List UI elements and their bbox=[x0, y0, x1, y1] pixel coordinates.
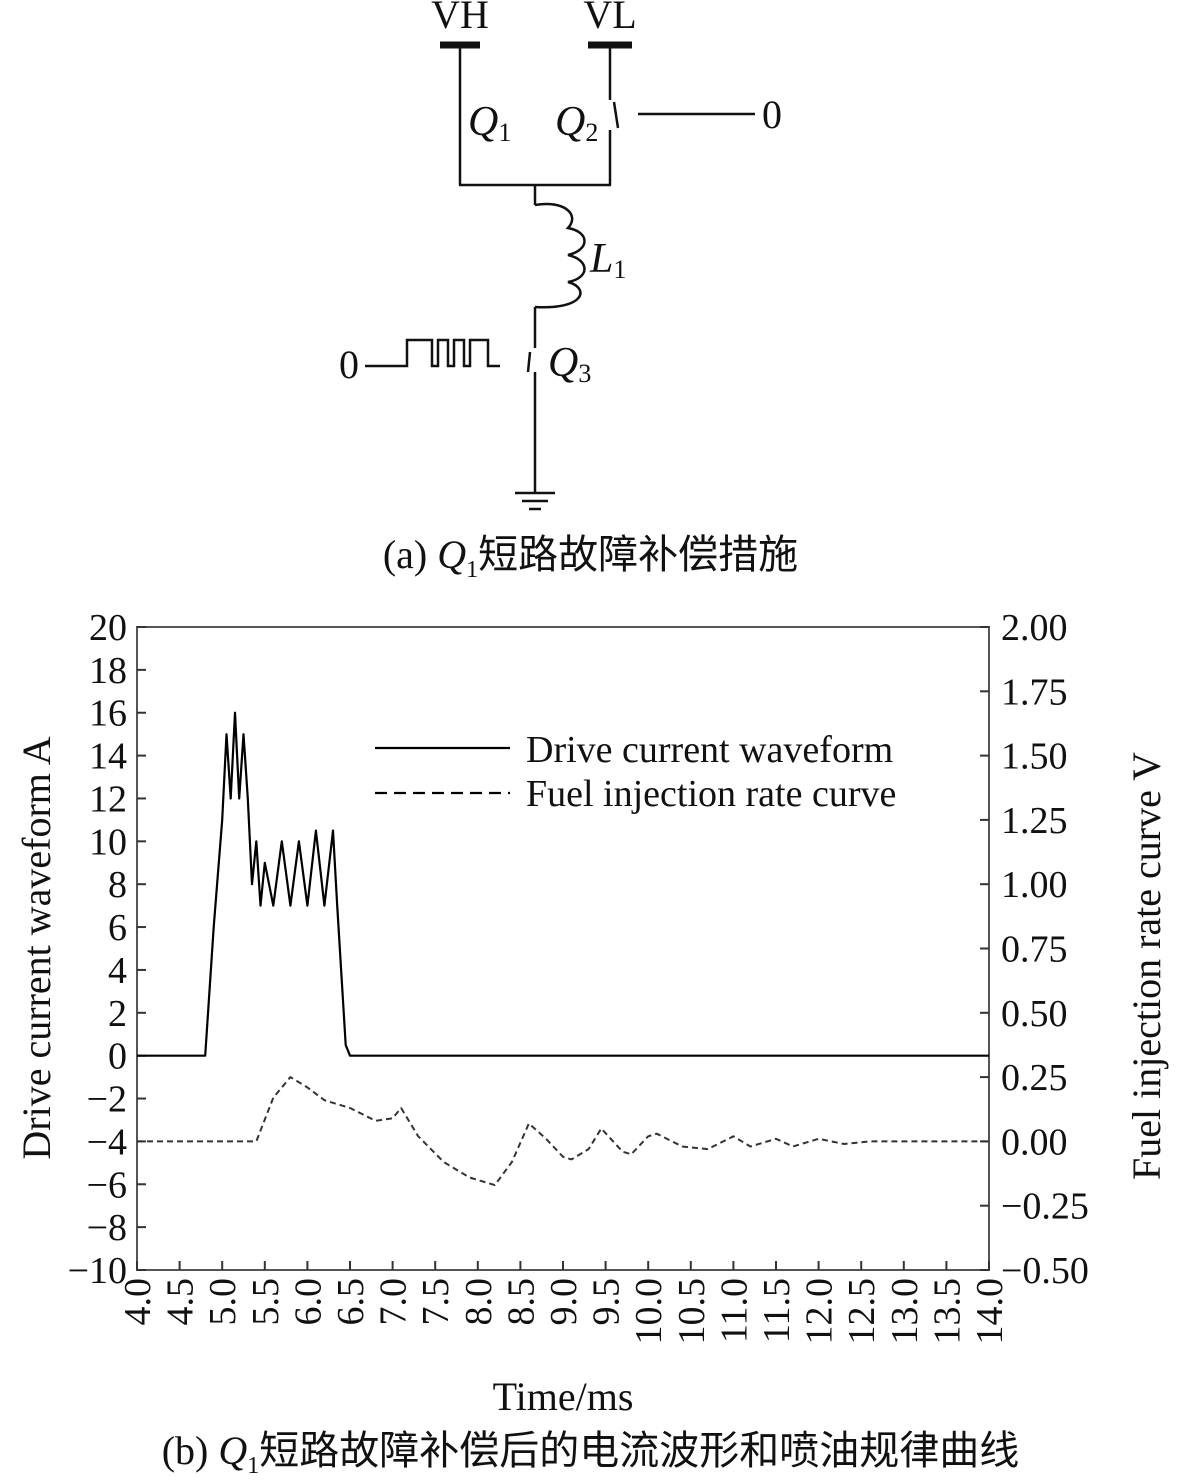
caption-b: (b) Q1短路故障补偿后的电流波形和喷油规律曲线 bbox=[0, 1418, 1181, 1480]
y2-tick-label: 0.50 bbox=[1001, 993, 1068, 1035]
y-tick-label: 14 bbox=[89, 736, 127, 778]
y2-tick-label: 0.00 bbox=[1001, 1121, 1068, 1163]
x-tick-label: 4.0 bbox=[117, 1278, 159, 1326]
x-tick-label: 11.0 bbox=[713, 1278, 755, 1343]
y2-tick-label: 1.75 bbox=[1001, 671, 1068, 713]
vh-label: VH bbox=[431, 0, 489, 37]
fuel-injection-rate-line bbox=[137, 1076, 989, 1187]
y2-tick-label: −0.25 bbox=[1001, 1186, 1089, 1228]
x-tick-label: 13.5 bbox=[926, 1278, 968, 1345]
x-tick-label: 12.0 bbox=[799, 1278, 841, 1345]
y-tick-label: 20 bbox=[89, 607, 127, 649]
q2-label: Q2 bbox=[555, 99, 598, 147]
y-tick-label: −2 bbox=[87, 1079, 127, 1121]
caption-b-symbol: Q bbox=[218, 1428, 248, 1473]
y-tick-label: 10 bbox=[89, 821, 127, 863]
x-tick-label: 8.5 bbox=[500, 1278, 542, 1326]
y2-axis-label: Fuel injection rate curve V bbox=[1124, 752, 1169, 1180]
legend-label-current: Drive current waveform bbox=[526, 729, 893, 771]
x-tick-label: 13.0 bbox=[884, 1278, 926, 1345]
plot-frame bbox=[136, 626, 990, 1271]
circuit-diagram bbox=[365, 41, 755, 511]
y2-tick-label: 0.25 bbox=[1001, 1057, 1068, 1099]
x-axis-label: Time/ms bbox=[493, 1374, 634, 1419]
x-tick-label: 6.5 bbox=[330, 1278, 372, 1326]
y-tick-label: −6 bbox=[87, 1164, 127, 1206]
y-tick-label: 6 bbox=[108, 907, 127, 949]
y2-tick-label: 1.25 bbox=[1001, 800, 1068, 842]
x-tick-label: 4.5 bbox=[160, 1278, 202, 1326]
legend-label-injection: Fuel injection rate curve bbox=[526, 773, 896, 815]
y2-tick-label: 2.00 bbox=[1001, 607, 1068, 649]
x-tick-label: 6.0 bbox=[287, 1278, 329, 1326]
caption-a-text: 短路故障补偿措施 bbox=[478, 532, 799, 577]
q1-label: Q1 bbox=[468, 99, 511, 147]
x-tick-label: 7.0 bbox=[373, 1278, 415, 1326]
caption-a-prefix: (a) bbox=[382, 532, 438, 577]
y-tick-label: −10 bbox=[68, 1250, 127, 1292]
y-tick-label: 0 bbox=[108, 1036, 127, 1078]
y-tick-label: 16 bbox=[89, 693, 127, 735]
caption-b-prefix: (b) bbox=[161, 1428, 219, 1473]
y-axis-label: Drive current waveform A bbox=[14, 736, 59, 1159]
x-tick-label: 11.5 bbox=[756, 1278, 798, 1343]
vl-label: VL bbox=[583, 0, 636, 37]
q2-switch-contact bbox=[612, 101, 620, 129]
caption-b-text: 短路故障补偿后的电流波形和喷油规律曲线 bbox=[259, 1428, 1020, 1473]
y2-tick-label: 1.50 bbox=[1001, 736, 1068, 778]
q3-switch-contact bbox=[526, 351, 532, 373]
y2-tick-label: 1.00 bbox=[1001, 864, 1068, 906]
pwm-pulse-train bbox=[365, 338, 500, 368]
y-tick-label: 8 bbox=[108, 864, 127, 906]
y2-tick-label: 0.75 bbox=[1001, 929, 1068, 971]
x-tick-label: 12.5 bbox=[841, 1278, 883, 1345]
x-tick-label: 5.0 bbox=[202, 1278, 244, 1326]
y-tick-label: −8 bbox=[87, 1207, 127, 1249]
x-tick-label: 8.0 bbox=[458, 1278, 500, 1326]
x-tick-label: 5.5 bbox=[245, 1278, 287, 1326]
y-tick-label: 12 bbox=[89, 778, 127, 820]
q3-gate-zero-label: 0 bbox=[339, 342, 359, 387]
caption-a: (a) Q1短路故障补偿措施 bbox=[0, 522, 1181, 584]
x-tick-label: 10.5 bbox=[671, 1278, 713, 1345]
q2-gate-zero-label: 0 bbox=[762, 92, 782, 137]
legend: Drive current waveform Fuel injection ra… bbox=[375, 729, 896, 815]
caption-a-symbol: Q bbox=[437, 532, 467, 577]
y-tick-label: 4 bbox=[108, 950, 127, 992]
inductor-coil bbox=[534, 202, 586, 309]
q3-label: Q3 bbox=[548, 340, 591, 388]
l1-label: L1 bbox=[589, 236, 626, 284]
x-tick-label: 14.0 bbox=[969, 1278, 1011, 1345]
x-tick-label: 9.0 bbox=[543, 1278, 585, 1326]
y2-tick-label: −0.50 bbox=[1001, 1250, 1089, 1292]
y-tick-label: 2 bbox=[108, 993, 127, 1035]
x-tick-label: 7.5 bbox=[415, 1278, 457, 1326]
caption-b-subscript: 1 bbox=[247, 1453, 260, 1479]
y-tick-label: 18 bbox=[89, 650, 127, 692]
drive-current-line bbox=[137, 711, 989, 1057]
x-tick-label: 10.0 bbox=[628, 1278, 670, 1345]
caption-a-subscript: 1 bbox=[466, 557, 479, 583]
x-tick-label: 9.5 bbox=[586, 1278, 628, 1326]
y-tick-label: −4 bbox=[87, 1121, 127, 1163]
